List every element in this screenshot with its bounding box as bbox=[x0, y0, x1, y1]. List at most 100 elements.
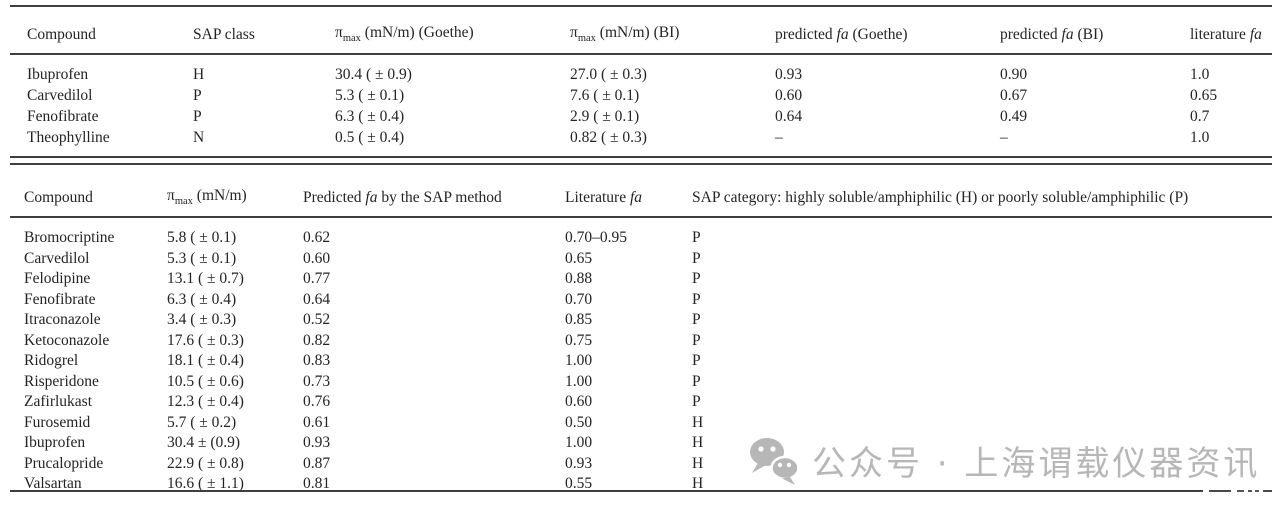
rule-dash bbox=[1263, 490, 1272, 492]
cell-compound: Carvedilol bbox=[24, 249, 90, 267]
cell-compound: Carvedilol bbox=[27, 87, 93, 104]
wechat-icon bbox=[748, 436, 800, 491]
rule-dash bbox=[1209, 490, 1231, 492]
table-row: Furosemid 5.7 ( ± 0.2) 0.61 0.50 H bbox=[10, 413, 1272, 434]
fa-italic: fa bbox=[365, 189, 378, 206]
cell-literature-fa: 1.0 bbox=[1190, 129, 1210, 146]
cell-sap-category: P bbox=[692, 331, 701, 349]
cell-predicted-fa: 0.87 bbox=[303, 454, 331, 472]
cell-literature-fa: 0.93 bbox=[565, 454, 593, 472]
watermark-text: 公众号 · 上海谓载仪器资讯 bbox=[812, 443, 1261, 484]
t1-header-literature-fa: literature fa bbox=[1173, 6, 1272, 55]
cell-compound: Furosemid bbox=[24, 413, 91, 431]
table-row: Zafirlukast 12.3 ( ± 0.4) 0.76 0.60 P bbox=[10, 392, 1272, 413]
cell-predicted-fa: 0.81 bbox=[303, 475, 331, 492]
cell-pimax: 17.6 ( ± 0.3) bbox=[167, 331, 244, 349]
t1-header-predicted-fa-goethe: predicted fa (Goethe) bbox=[758, 6, 983, 55]
header-text: Literature bbox=[565, 189, 630, 206]
cell-compound: Prucalopride bbox=[24, 454, 104, 472]
cell-sap-class: P bbox=[193, 87, 202, 104]
cell-sap-class: N bbox=[193, 129, 205, 146]
cell-sap-class: H bbox=[193, 66, 205, 83]
table-row: Ibuprofen 30.4 ± (0.9) 0.93 1.00 H bbox=[10, 433, 1272, 454]
table-row: Ridogrel 18.1 ( ± 0.4) 0.83 1.00 P bbox=[10, 351, 1272, 372]
pi-subscript: max bbox=[342, 33, 361, 44]
cell-predicted-fa: 0.52 bbox=[303, 311, 331, 328]
cell-pimax-goethe: 5.3 ( ± 0.1) bbox=[335, 87, 405, 104]
cell-sap-category: P bbox=[692, 372, 701, 390]
table-row: Ibuprofen H 30.4 ( ± 0.9) 27.0 ( ± 0.3) … bbox=[10, 54, 1272, 85]
pi-subscript: max bbox=[577, 33, 596, 44]
t1-header-predicted-fa-bi: predicted fa (BI) bbox=[983, 6, 1173, 55]
cell-literature-fa: 1.00 bbox=[565, 434, 593, 451]
t1-header-pimax-bi: πmax (mN/m) (BI) bbox=[553, 6, 758, 55]
cell-literature-fa: 1.0 bbox=[1190, 66, 1210, 83]
cell-pimax: 6.3 ( ± 0.4) bbox=[167, 290, 237, 308]
cell-compound: Fenofibrate bbox=[24, 290, 96, 308]
cell-predicted-fa-bi: 0.67 bbox=[1000, 87, 1028, 104]
cell-pimax: 18.1 ( ± 0.4) bbox=[167, 352, 244, 369]
rule-dash bbox=[1237, 490, 1244, 492]
cell-pimax: 30.4 ± (0.9) bbox=[167, 434, 241, 451]
cell-literature-fa: 0.65 bbox=[1190, 87, 1218, 104]
cell-predicted-fa-bi: 0.90 bbox=[1000, 66, 1028, 83]
cell-compound: Ibuprofen bbox=[24, 434, 86, 451]
t1-header-sap-class: SAP class bbox=[176, 6, 318, 55]
header-text: Predicted bbox=[303, 189, 366, 206]
cell-literature-fa: 0.88 bbox=[565, 270, 593, 287]
cell-predicted-fa-bi: – bbox=[1000, 129, 1008, 146]
table-row: Theophylline N 0.5 ( ± 0.4) 0.82 ( ± 0.3… bbox=[10, 127, 1272, 157]
table-row: Prucalopride 22.9 ( ± 0.8) 0.87 0.93 H bbox=[10, 454, 1272, 475]
cell-compound: Ridogrel bbox=[24, 352, 79, 369]
cell-pimax-bi: 27.0 ( ± 0.3) bbox=[570, 66, 647, 83]
t2-header-pimax: πmax (mN/m) bbox=[153, 164, 289, 218]
cell-sap-category: P bbox=[692, 290, 701, 308]
cell-predicted-fa-goethe: – bbox=[775, 129, 783, 146]
cell-compound: Zafirlukast bbox=[24, 393, 93, 410]
pi-symbol: π bbox=[570, 23, 578, 41]
fa-italic: fa bbox=[1061, 26, 1074, 43]
fa-italic: fa bbox=[1249, 26, 1262, 43]
cell-literature-fa: 1.00 bbox=[565, 372, 593, 390]
cell-sap-category: P bbox=[692, 229, 701, 246]
cell-sap-category: P bbox=[692, 393, 701, 410]
cell-compound: Felodipine bbox=[24, 270, 91, 287]
t2-header-literature-fa: Literature fa bbox=[551, 164, 678, 218]
cell-literature-fa: 0.75 bbox=[565, 331, 593, 349]
cell-pimax: 5.8 ( ± 0.1) bbox=[167, 229, 237, 246]
cell-literature-fa: 0.85 bbox=[565, 311, 593, 328]
table-header-row: Compound SAP class πmax (mN/m) (Goethe) … bbox=[10, 6, 1272, 55]
cell-compound: Ketoconazole bbox=[24, 331, 110, 349]
header-text: predicted bbox=[775, 26, 837, 43]
cell-sap-category: H bbox=[692, 434, 704, 451]
cell-compound: Bromocriptine bbox=[24, 229, 115, 246]
cell-sap-category: P bbox=[692, 352, 701, 369]
cell-compound: Itraconazole bbox=[24, 311, 101, 328]
cell-sap-category: H bbox=[692, 454, 704, 472]
pi-subscript: max bbox=[174, 196, 193, 207]
pi-symbol: π bbox=[167, 186, 175, 204]
cell-sap-category: H bbox=[692, 475, 704, 492]
cell-predicted-fa-goethe: 0.60 bbox=[775, 87, 803, 104]
cell-pimax: 5.3 ( ± 0.1) bbox=[167, 249, 237, 267]
cell-literature-fa: 0.70–0.95 bbox=[565, 229, 627, 246]
cell-pimax: 13.1 ( ± 0.7) bbox=[167, 270, 244, 287]
cell-predicted-fa: 0.61 bbox=[303, 413, 331, 431]
header-text: (Goethe) bbox=[848, 26, 908, 43]
cell-literature-fa: 0.60 bbox=[565, 393, 593, 410]
cell-pimax: 16.6 ( ± 1.1) bbox=[167, 475, 244, 492]
table-row: Carvedilol 5.3 ( ± 0.1) 0.60 0.65 P bbox=[10, 249, 1272, 270]
header-text: predicted bbox=[1000, 26, 1062, 43]
cell-literature-fa: 0.70 bbox=[565, 290, 593, 308]
cell-sap-category: P bbox=[692, 249, 701, 267]
cell-pimax-goethe: 6.3 ( ± 0.4) bbox=[335, 108, 405, 125]
table2-bottom-rule bbox=[10, 490, 1203, 492]
cell-compound: Fenofibrate bbox=[27, 108, 99, 125]
cell-literature-fa: 0.7 bbox=[1190, 108, 1210, 125]
cell-predicted-fa: 0.93 bbox=[303, 434, 331, 451]
cell-predicted-fa: 0.62 bbox=[303, 229, 331, 246]
header-text: by the SAP method bbox=[377, 189, 502, 206]
table-sap-comparison: Compound SAP class πmax (mN/m) (Goethe) … bbox=[10, 5, 1272, 158]
cell-literature-fa: 0.55 bbox=[565, 475, 593, 492]
cell-pimax-bi: 0.82 ( ± 0.3) bbox=[570, 129, 647, 146]
